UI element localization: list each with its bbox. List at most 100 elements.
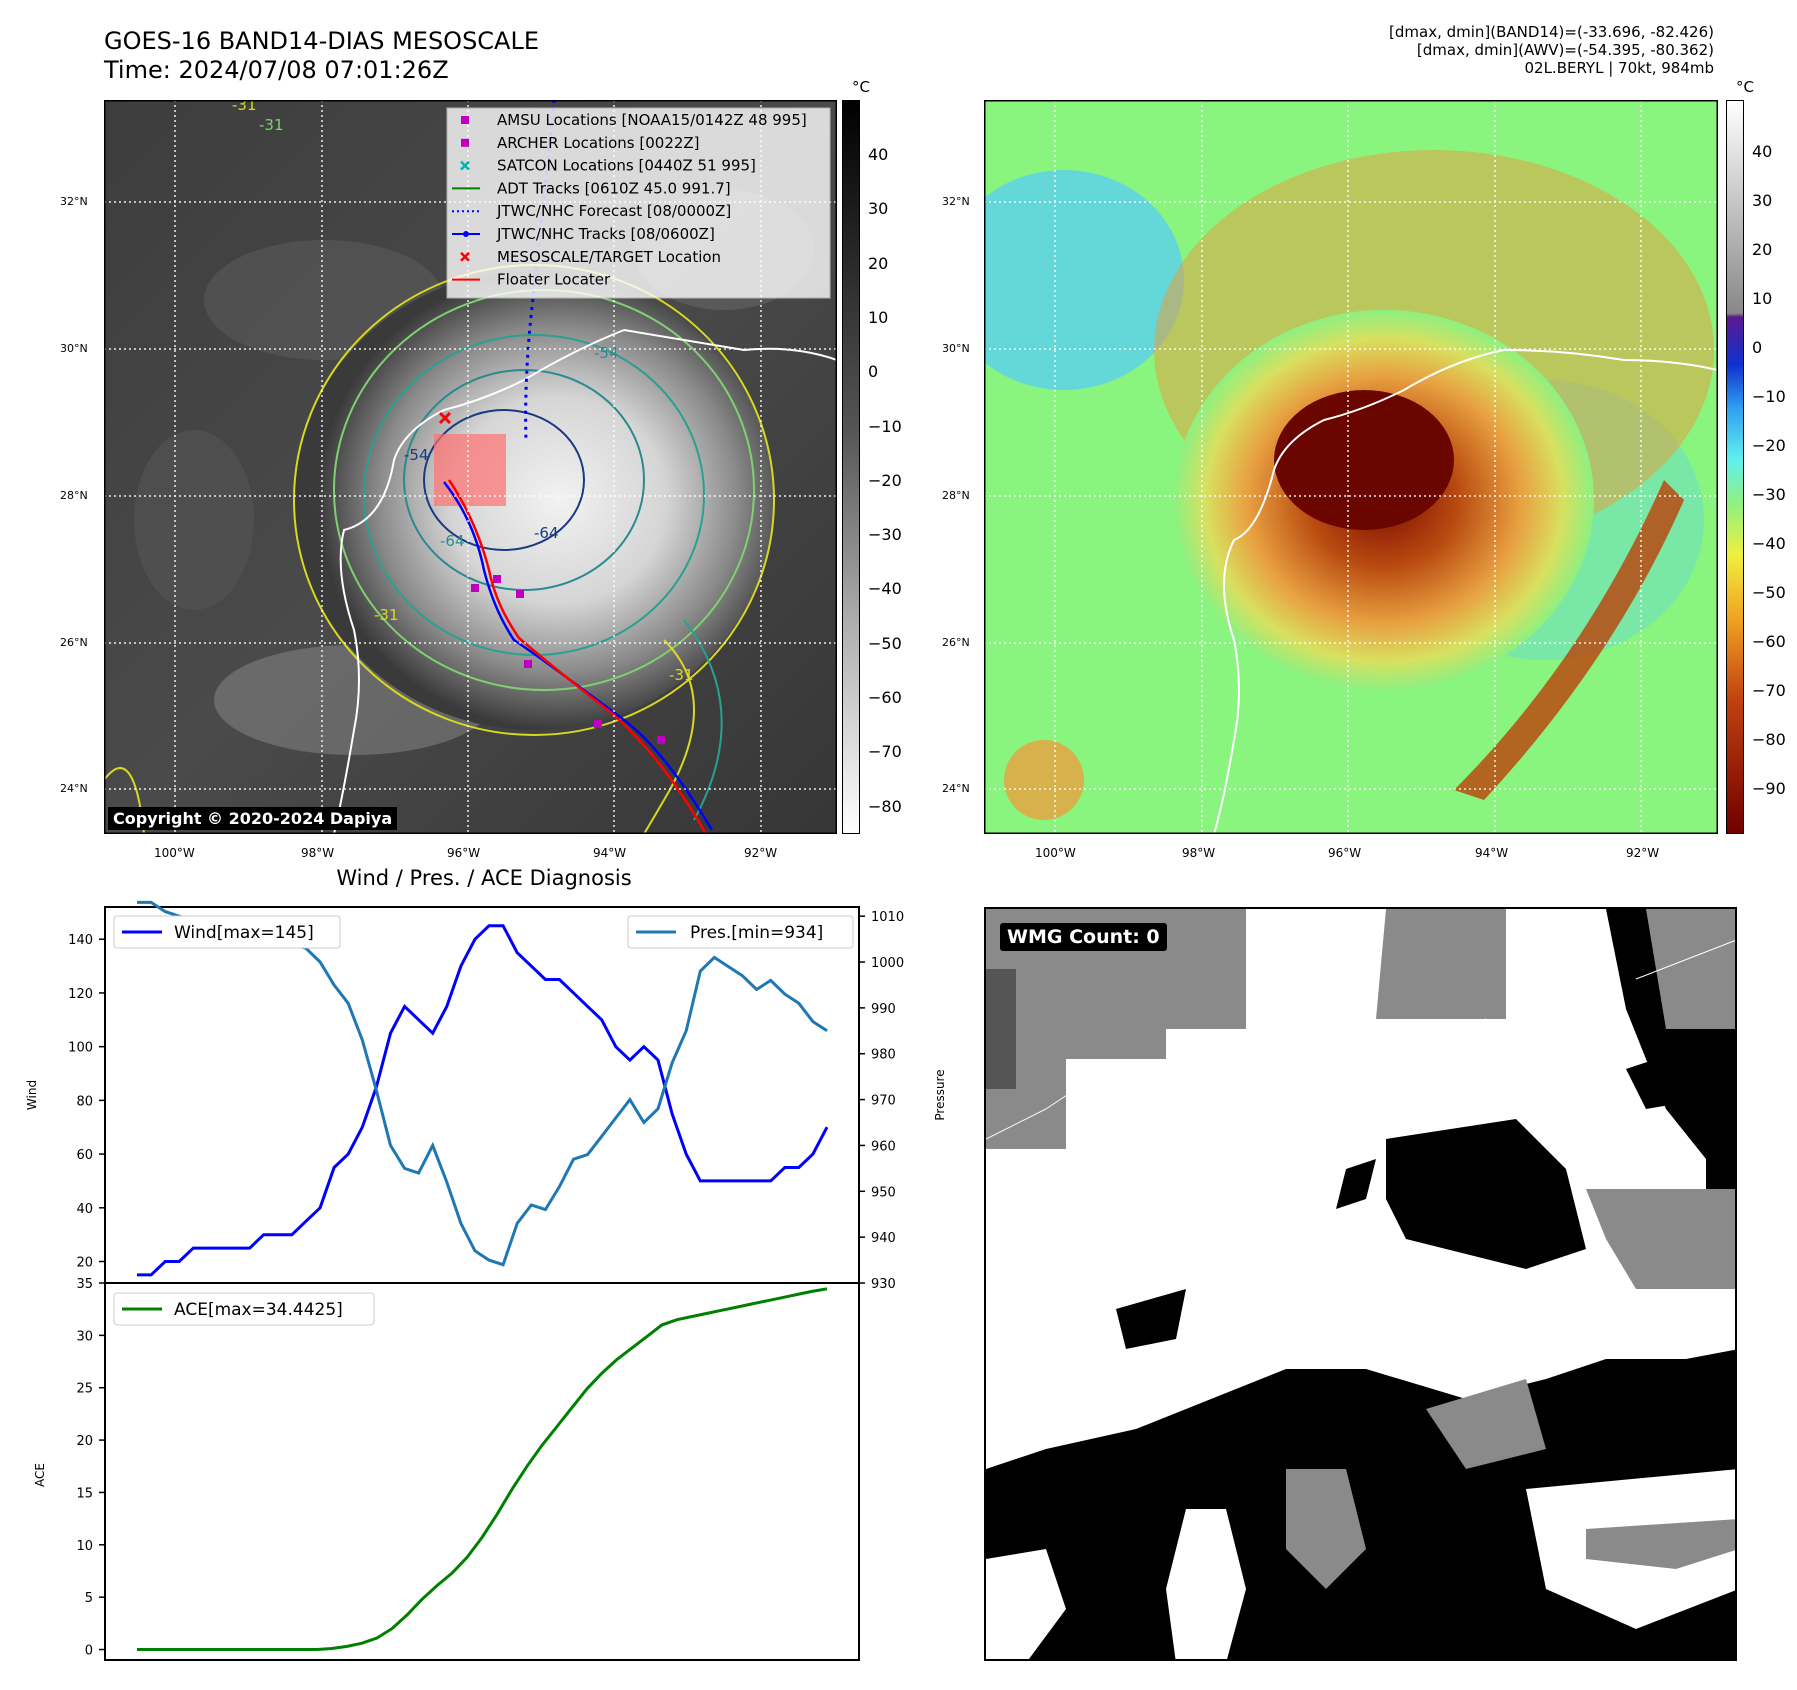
lat-label: 26°N <box>60 636 88 649</box>
axis-tick-label: 930 <box>871 1277 896 1292</box>
contour-label: -64 <box>534 524 559 542</box>
colorbar-tick-label: −30 <box>1752 485 1786 504</box>
ace-panel <box>104 1282 860 1661</box>
colorbar-tick-label: 0 <box>868 362 879 382</box>
stats-line-3: 02L.BERYL | 70kt, 984mb <box>1524 59 1714 77</box>
colorbar-tick-label: −20 <box>1752 436 1786 455</box>
axis-tick-label: 20 <box>76 1434 93 1449</box>
pressure-legend-label: Pres.[min=934] <box>690 923 823 943</box>
lon-label: 100°W <box>154 846 195 860</box>
colorbar-tick-label: −80 <box>868 796 902 816</box>
axis-tick-label: 30 <box>76 1329 93 1344</box>
lat-label: 28°N <box>60 489 88 502</box>
contour-label: -54 <box>404 446 429 464</box>
lat-label: 32°N <box>60 195 88 208</box>
contour-label: -31 <box>669 666 694 684</box>
colorbar-tick-label: 30 <box>868 199 889 219</box>
legend-label: AMSU Locations [NOAA15/0142Z 48 995] <box>497 111 807 129</box>
title-line-2: Time: 2024/07/08 07:01:26Z <box>104 56 449 84</box>
axis-tick-label: 1010 <box>871 910 904 925</box>
axis-tick-label: 40 <box>76 1202 93 1217</box>
wind-legend-label: Wind[max=145] <box>174 923 314 943</box>
stats-block: [dmax, dmin](BAND14)=(-33.696, -82.426) … <box>1389 23 1714 77</box>
contour-label: -54 <box>594 344 619 362</box>
pressure-legend: Pres.[min=934] <box>627 915 854 949</box>
axis-tick-label: 80 <box>76 1094 93 1109</box>
colorbar-tick-label: −40 <box>868 579 902 599</box>
contour-label: -31 <box>374 606 399 624</box>
colorbar-tick-label: 10 <box>1752 289 1773 308</box>
lon-label: 94°W <box>1475 846 1509 860</box>
legend-label: JTWC/NHC Tracks [08/0600Z] <box>496 225 715 243</box>
colorbar-tick-label: −90 <box>1752 779 1786 798</box>
colorbar-tick-label: 10 <box>868 307 889 327</box>
wind-pres-panel <box>104 906 860 1284</box>
awv-colorbar-unit: °C <box>1736 78 1754 96</box>
axis-tick-label: 20 <box>76 1256 93 1271</box>
legend-marker <box>461 116 469 124</box>
legend-marker <box>460 251 470 262</box>
contour-label: -31 <box>259 116 284 134</box>
legend-label: JTWC/NHC Forecast [08/0000Z] <box>496 202 731 220</box>
contour-label: -31 <box>232 100 257 114</box>
ir-colorbar <box>842 100 860 834</box>
wmg-panel: WMG Count: 0 <box>984 907 1737 1661</box>
lon-label: 98°W <box>301 846 335 860</box>
lat-label: 30°N <box>942 342 970 355</box>
awv-map-panel <box>944 99 1719 835</box>
figure-title: GOES-16 BAND14-DIAS MESOSCALE Time: 2024… <box>104 27 539 85</box>
pressure-axis-label: Pressure <box>933 1069 947 1120</box>
colorbar-tick-label: 30 <box>1752 191 1773 210</box>
lon-label: 92°W <box>1626 846 1660 860</box>
awv-colorbar <box>1726 100 1744 834</box>
stats-line-2: [dmax, dmin](AWV)=(-54.395, -80.362) <box>1416 41 1714 59</box>
ir-map-panel: -31 -31 -31 -54 -54 -64 -64 -31 AMSU Loc… <box>103 96 838 835</box>
axis-tick-label: 25 <box>76 1382 93 1397</box>
lon-label: 92°W <box>744 846 778 860</box>
copyright-badge: Copyright © 2020-2024 Dapiya <box>108 807 398 830</box>
axis-tick-label: 970 <box>871 1094 896 1109</box>
legend-marker <box>461 138 469 147</box>
title-line-1: GOES-16 BAND14-DIAS MESOSCALE <box>104 27 540 55</box>
lat-label: 30°N <box>60 342 88 355</box>
lat-label: 32°N <box>942 195 970 208</box>
axis-tick-label: 940 <box>871 1231 896 1246</box>
colorbar-tick-label: 20 <box>1752 240 1773 259</box>
legend-marker <box>460 160 470 171</box>
ace-series-line <box>137 1287 828 1651</box>
colorbar-tick-label: −80 <box>1752 730 1786 749</box>
axis-tick-label: 1000 <box>871 956 904 971</box>
map-legend: AMSU Locations [NOAA15/0142Z 48 995] ARCH… <box>446 107 831 299</box>
colorbar-tick-label: −10 <box>1752 387 1786 406</box>
colorbar-tick-label: −50 <box>1752 583 1786 602</box>
wmg-image <box>986 909 1735 1659</box>
wind-axis-label: Wind <box>25 1080 39 1110</box>
axis-tick-label: 950 <box>871 1185 896 1200</box>
legend-label: MESOSCALE/TARGET Location <box>497 248 721 266</box>
axis-tick-label: 10 <box>76 1539 93 1554</box>
legend-label: ARCHER Locations [0022Z] <box>497 134 700 152</box>
ace-axis-label: ACE <box>33 1463 47 1487</box>
legend-label: Floater Locater <box>497 271 611 289</box>
wind-legend: Wind[max=145] <box>113 915 341 949</box>
axis-tick-label: 990 <box>871 1002 896 1017</box>
axis-tick-label: 980 <box>871 1048 896 1063</box>
lat-label: 24°N <box>942 782 970 795</box>
lon-label: 96°W <box>1328 846 1362 860</box>
colorbar-tick-label: 20 <box>868 253 889 273</box>
legend-label: ADT Tracks [0610Z 45.0 991.7] <box>497 179 731 197</box>
colorbar-tick-label: −70 <box>868 742 902 762</box>
lon-label: 94°W <box>593 846 627 860</box>
wind-series-line <box>137 924 829 1277</box>
wmg-count-badge: WMG Count: 0 <box>1000 923 1167 951</box>
axis-tick-label: 35 <box>76 1277 93 1292</box>
axis-tick-label: 140 <box>68 933 93 948</box>
axis-tick-label: 120 <box>68 987 93 1002</box>
colorbar-tick-label: −50 <box>868 633 902 653</box>
colorbar-tick-label: −70 <box>1752 681 1786 700</box>
colorbar-tick-label: −60 <box>868 688 902 707</box>
colorbar-tick-label: −40 <box>1752 534 1786 553</box>
lat-label: 24°N <box>60 782 88 795</box>
colorbar-tick-label: −30 <box>868 525 902 545</box>
stats-line-1: [dmax, dmin](BAND14)=(-33.696, -82.426) <box>1389 23 1714 41</box>
